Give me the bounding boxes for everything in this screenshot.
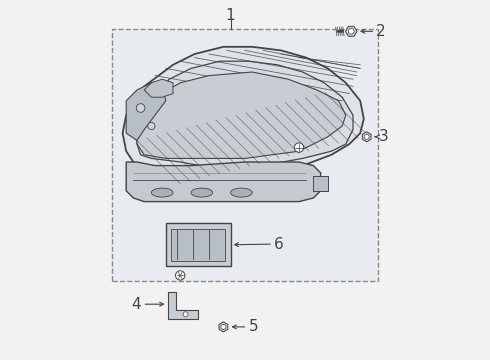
Circle shape bbox=[221, 324, 226, 329]
Ellipse shape bbox=[191, 188, 213, 197]
Circle shape bbox=[294, 143, 304, 152]
Polygon shape bbox=[345, 26, 357, 36]
Text: 6: 6 bbox=[274, 237, 284, 252]
Bar bbox=[166, 223, 231, 266]
Ellipse shape bbox=[231, 188, 252, 197]
Circle shape bbox=[183, 312, 188, 317]
Polygon shape bbox=[126, 162, 320, 202]
Polygon shape bbox=[219, 322, 228, 332]
Text: 1: 1 bbox=[226, 8, 235, 23]
Bar bbox=[112, 29, 378, 281]
Ellipse shape bbox=[151, 188, 173, 197]
Bar bbox=[314, 176, 328, 191]
Polygon shape bbox=[137, 72, 346, 158]
Circle shape bbox=[148, 122, 155, 130]
Text: 3: 3 bbox=[379, 129, 389, 144]
Text: 4: 4 bbox=[131, 297, 141, 312]
Polygon shape bbox=[168, 292, 198, 319]
Polygon shape bbox=[362, 132, 371, 142]
Circle shape bbox=[348, 28, 354, 34]
Polygon shape bbox=[126, 83, 166, 140]
Text: 5: 5 bbox=[248, 319, 258, 334]
Polygon shape bbox=[144, 79, 173, 97]
Circle shape bbox=[136, 104, 145, 112]
Polygon shape bbox=[122, 47, 364, 176]
Bar bbox=[171, 229, 225, 261]
Circle shape bbox=[364, 134, 369, 139]
Text: 2: 2 bbox=[376, 24, 386, 39]
Polygon shape bbox=[137, 61, 353, 169]
Circle shape bbox=[175, 271, 185, 280]
